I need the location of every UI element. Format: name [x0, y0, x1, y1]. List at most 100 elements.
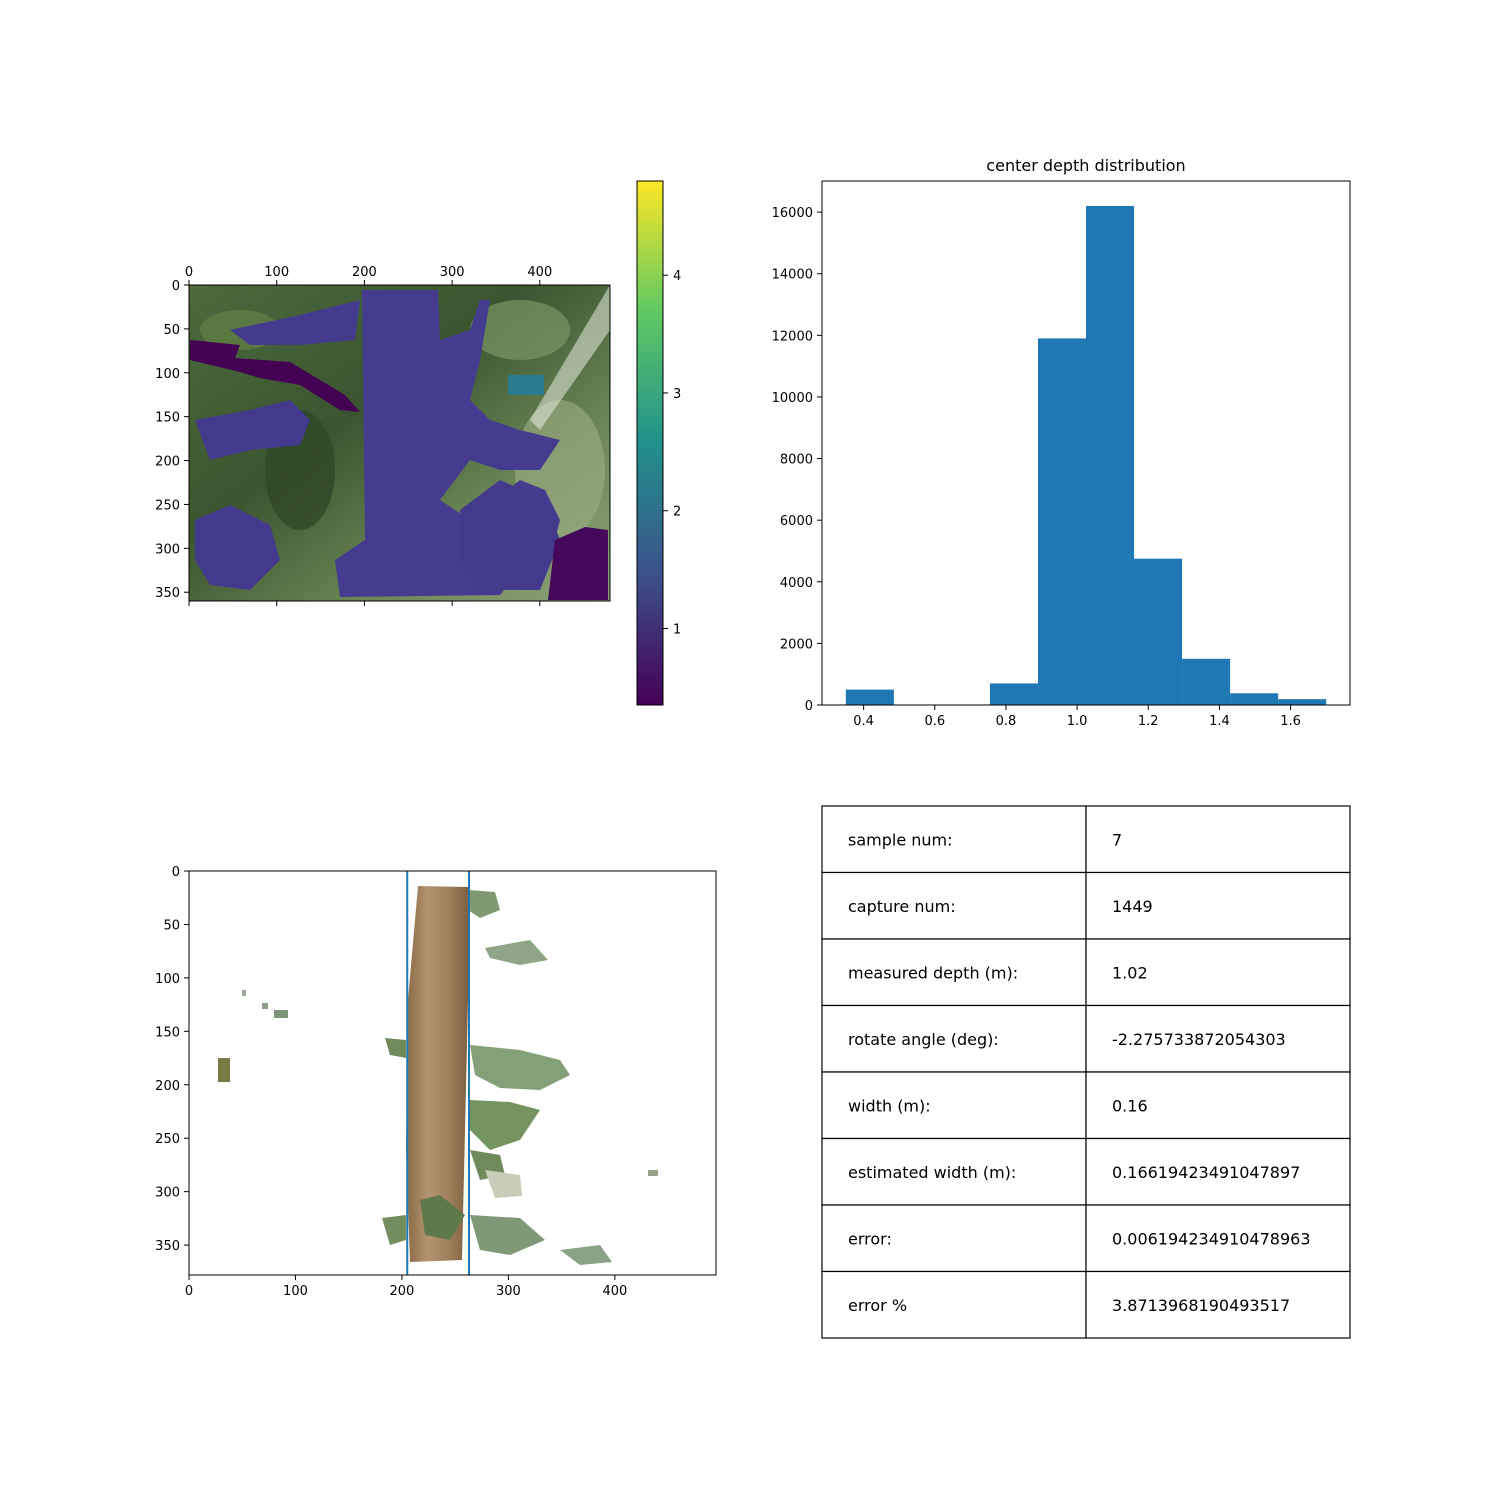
colorbar-tick-label: 4: [673, 269, 681, 284]
colorbar-gradient: [637, 181, 663, 705]
depth-overlay-panel: 0 100 200 300 400 0 50 100 150 200 250 300 350: [155, 265, 611, 606]
y-tick-label: 50: [163, 323, 180, 338]
y-tick-label: 350: [155, 586, 180, 601]
x-tick-label: 1.4: [1209, 714, 1230, 729]
x-tick-label: 0.8: [996, 714, 1017, 729]
colorbar: 1 2 3 4: [636, 180, 681, 706]
table-row-value: 0.006194234910478963: [1112, 1229, 1311, 1248]
histogram-bar: [1086, 205, 1135, 705]
histogram-bar: [1182, 658, 1231, 705]
x-tick-label: 1.0: [1067, 714, 1088, 729]
colorbar-tick-label: 1: [673, 622, 681, 637]
histogram-bars: [845, 205, 1327, 705]
x-tick-label: 1.2: [1138, 714, 1159, 729]
table-row-label: error:: [848, 1229, 892, 1248]
y-tick-label: 2000: [780, 637, 813, 652]
table-row-label: width (m):: [848, 1096, 931, 1115]
y-tick-label: 100: [155, 367, 180, 382]
depth-overlay-x-axis: 0 100 200 300 400: [185, 265, 552, 606]
table-cell: [1085, 1270, 1351, 1339]
y-tick-label: 4000: [780, 576, 813, 591]
y-tick-label: 150: [155, 411, 180, 426]
x-tick-label: 0: [185, 265, 193, 280]
x-tick-label: 0: [185, 1284, 193, 1299]
y-tick-label: 14000: [772, 268, 813, 283]
colorbar-ticks: 1 2 3 4: [663, 269, 681, 637]
y-tick-label: 6000: [780, 514, 813, 529]
y-tick-label: 250: [155, 1132, 180, 1147]
table-cell: [1085, 1004, 1351, 1073]
table-cell: [1085, 805, 1351, 874]
histogram-bar: [989, 683, 1038, 705]
x-tick-label: 0.4: [853, 714, 874, 729]
colorbar-tick-label: 3: [673, 387, 681, 402]
table-cell: [1085, 1204, 1351, 1273]
table-row-value: -2.275733872054303: [1112, 1030, 1286, 1049]
results-table: sample num: 7 capture num: 1449 measured dep…: [821, 805, 1351, 1339]
y-tick-label: 10000: [772, 391, 813, 406]
y-tick-label: 8000: [780, 453, 813, 468]
x-tick-label: 100: [264, 265, 289, 280]
trunk-crop-x-axis: 0 100 200 300 400: [185, 1275, 627, 1299]
y-tick-label: 100: [155, 972, 180, 987]
y-tick-label: 350: [155, 1239, 180, 1254]
histogram-bar: [1037, 338, 1086, 705]
depth-overlay-y-axis: 0 50 100 150 200 250 300 350: [155, 279, 189, 601]
histogram-bar: [1278, 699, 1327, 705]
y-tick-label: 50: [163, 918, 180, 933]
trunk-crop-y-axis: 0 50 100 150 200 250 300 350: [155, 865, 189, 1254]
table-row-label: estimated width (m):: [848, 1163, 1016, 1182]
table-row-value: 7: [1112, 830, 1122, 849]
table-cell: [821, 805, 1087, 874]
table-row-label: error %: [848, 1296, 907, 1315]
table-row-value: 3.8713968190493517: [1112, 1296, 1290, 1315]
table-row-label: rotate angle (deg):: [848, 1030, 999, 1049]
table-cell: [1085, 938, 1351, 1007]
y-tick-label: 0: [172, 279, 180, 294]
y-tick-label: 0: [805, 699, 813, 714]
x-tick-label: 400: [602, 1284, 627, 1299]
chart-title: center depth distribution: [986, 156, 1185, 175]
x-tick-label: 400: [527, 265, 552, 280]
colorbar-tick-label: 2: [673, 505, 681, 520]
y-tick-label: 250: [155, 498, 180, 513]
y-tick-label: 150: [155, 1025, 180, 1040]
y-tick-label: 12000: [772, 329, 813, 344]
x-tick-label: 0.6: [924, 714, 945, 729]
table-row-label: measured depth (m):: [848, 963, 1018, 982]
x-tick-label: 300: [496, 1284, 521, 1299]
histogram-bar: [1134, 558, 1183, 705]
table-cell: [821, 1204, 1087, 1273]
table-cell: [1085, 871, 1351, 940]
table-cell: [821, 1071, 1087, 1140]
table-cell: [1085, 1137, 1351, 1206]
y-tick-label: 16000: [772, 206, 813, 221]
x-tick-label: 300: [440, 265, 465, 280]
y-tick-label: 300: [155, 542, 180, 557]
histogram-x-axis: 0.4 0.6 0.8 1.0 1.2 1.4 1.6: [853, 705, 1301, 729]
table-cell: [821, 938, 1087, 1007]
table-row-value: 0.16: [1112, 1096, 1148, 1115]
table-cell: [821, 871, 1087, 940]
table-row-value: 1.02: [1112, 963, 1148, 982]
table-row-value: 0.16619423491047897: [1112, 1163, 1300, 1182]
histogram-y-axis: 0 2000 4000 6000 8000 10000 12000 14000 16000: [772, 206, 822, 714]
histogram-panel: center depth distribution 0.4 0.6 0.8 1.0 1.…: [772, 156, 1351, 729]
trunk-crop-image: [189, 871, 716, 1275]
table-row-value: 1449: [1112, 897, 1153, 916]
trunk-boundary-lines: [406, 871, 471, 1275]
x-tick-label: 1.6: [1280, 714, 1301, 729]
table-row-label: sample num:: [848, 830, 953, 849]
x-tick-label: 200: [352, 265, 377, 280]
histogram-bar: [845, 689, 894, 705]
y-tick-label: 0: [172, 865, 180, 880]
x-tick-label: 200: [390, 1284, 415, 1299]
table-row-label: capture num:: [848, 897, 956, 916]
y-tick-label: 200: [155, 455, 180, 470]
table-cell: [821, 1270, 1087, 1339]
table-cell: [1085, 1071, 1351, 1140]
x-tick-label: 100: [283, 1284, 308, 1299]
depth-overlay-image: [189, 285, 610, 601]
y-tick-label: 200: [155, 1079, 180, 1094]
